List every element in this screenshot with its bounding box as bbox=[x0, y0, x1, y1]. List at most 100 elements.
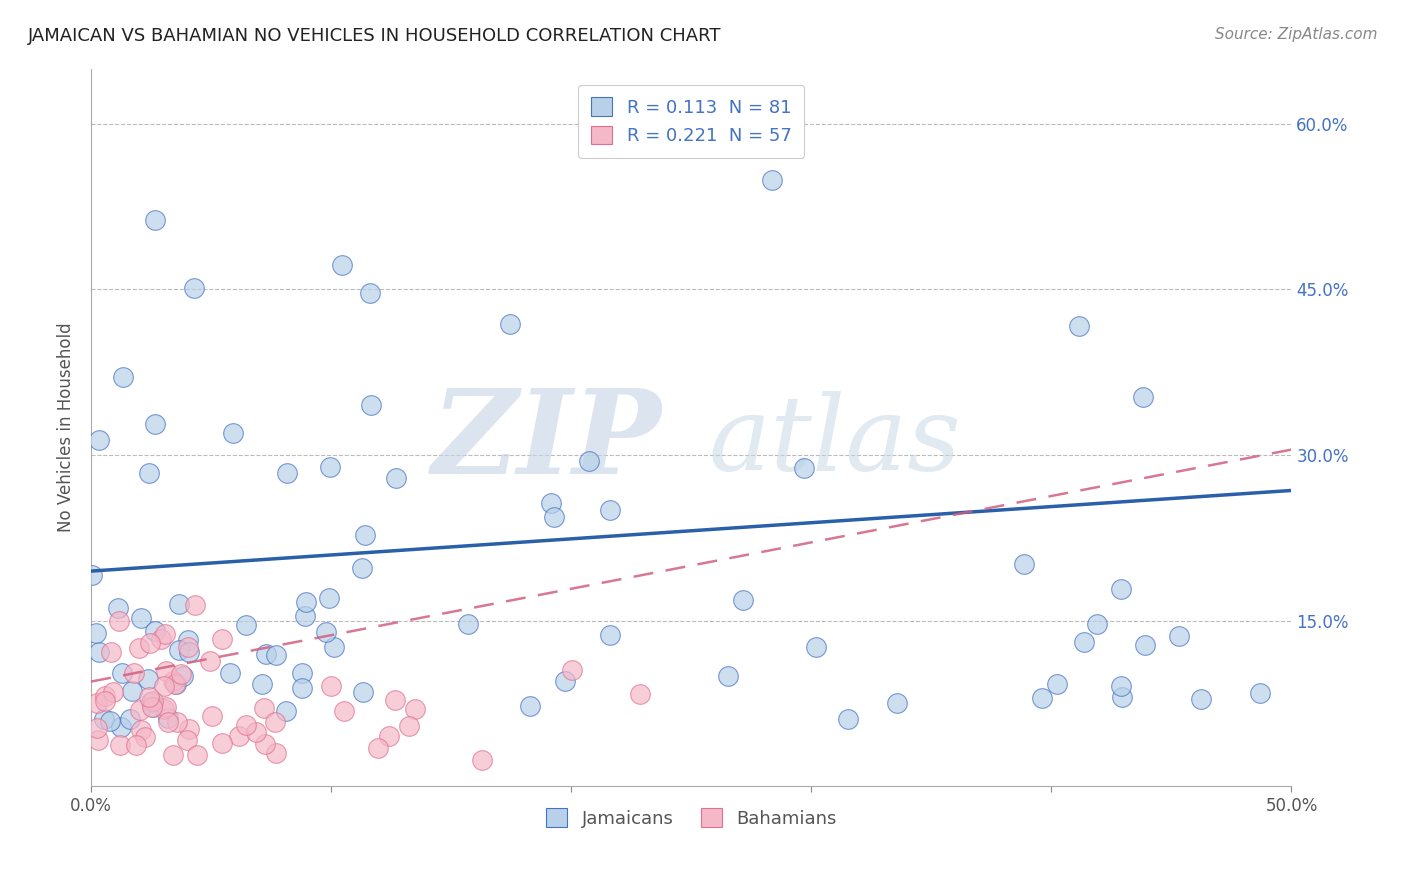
Jamaicans bbox=[165, 677, 187, 691]
Bahamians bbox=[128, 640, 150, 655]
Jamaicans bbox=[1111, 690, 1133, 704]
Jamaicans bbox=[183, 281, 205, 295]
Bahamians bbox=[253, 700, 276, 714]
Jamaicans bbox=[359, 285, 381, 300]
Jamaicans bbox=[118, 712, 141, 726]
Bahamians bbox=[319, 679, 342, 693]
Bahamians bbox=[141, 699, 163, 714]
Bahamians bbox=[266, 746, 288, 760]
Jamaicans bbox=[138, 467, 160, 481]
Jamaicans bbox=[599, 628, 621, 642]
Bahamians bbox=[124, 666, 146, 681]
Bahamians bbox=[228, 729, 250, 743]
Bahamians bbox=[211, 632, 233, 646]
Bahamians bbox=[184, 598, 207, 612]
Bahamians bbox=[170, 666, 193, 681]
Jamaicans bbox=[111, 665, 134, 680]
Bahamians bbox=[200, 709, 222, 723]
Bahamians bbox=[139, 636, 162, 650]
Jamaicans bbox=[291, 681, 314, 695]
Y-axis label: No Vehicles in Household: No Vehicles in Household bbox=[58, 323, 75, 533]
Jamaicans bbox=[1109, 582, 1132, 597]
Jamaicans bbox=[219, 666, 242, 681]
Jamaicans bbox=[540, 496, 562, 510]
Jamaicans bbox=[121, 683, 143, 698]
Jamaicans bbox=[1073, 635, 1095, 649]
Jamaicans bbox=[499, 317, 522, 331]
Bahamians bbox=[124, 739, 146, 753]
Jamaicans bbox=[107, 600, 129, 615]
Bahamians bbox=[211, 736, 233, 750]
Legend: Jamaicans, Bahamians: Jamaicans, Bahamians bbox=[538, 801, 845, 835]
Bahamians bbox=[129, 723, 152, 738]
Jamaicans bbox=[717, 669, 740, 683]
Bahamians bbox=[398, 719, 420, 733]
Bahamians bbox=[333, 705, 356, 719]
Bahamians bbox=[153, 626, 176, 640]
Text: JAMAICAN VS BAHAMIAN NO VEHICLES IN HOUSEHOLD CORRELATION CHART: JAMAICAN VS BAHAMIAN NO VEHICLES IN HOUS… bbox=[28, 27, 721, 45]
Bahamians bbox=[384, 693, 406, 707]
Jamaicans bbox=[143, 213, 166, 227]
Bahamians bbox=[245, 725, 267, 739]
Jamaicans bbox=[578, 454, 600, 468]
Bahamians bbox=[94, 689, 117, 703]
Text: atlas: atlas bbox=[709, 391, 962, 492]
Jamaicans bbox=[157, 711, 180, 725]
Bahamians bbox=[254, 737, 277, 751]
Jamaicans bbox=[519, 698, 541, 713]
Bahamians bbox=[177, 640, 200, 654]
Jamaicans bbox=[599, 503, 621, 517]
Bahamians bbox=[561, 664, 583, 678]
Jamaicans bbox=[136, 672, 159, 686]
Jamaicans bbox=[87, 644, 110, 658]
Bahamians bbox=[166, 715, 188, 730]
Jamaicans bbox=[294, 609, 316, 624]
Jamaicans bbox=[806, 640, 828, 655]
Bahamians bbox=[134, 730, 156, 744]
Bahamians bbox=[186, 747, 208, 762]
Jamaicans bbox=[254, 647, 277, 661]
Jamaicans bbox=[353, 684, 375, 698]
Jamaicans bbox=[318, 459, 340, 474]
Bahamians bbox=[128, 703, 150, 717]
Bahamians bbox=[367, 740, 389, 755]
Jamaicans bbox=[1014, 557, 1036, 571]
Jamaicans bbox=[1031, 691, 1053, 706]
Jamaicans bbox=[172, 668, 194, 682]
Jamaicans bbox=[1189, 692, 1212, 706]
Bahamians bbox=[86, 696, 108, 710]
Bahamians bbox=[107, 614, 129, 628]
Jamaicans bbox=[139, 695, 162, 709]
Bahamians bbox=[152, 701, 174, 715]
Jamaicans bbox=[291, 665, 314, 680]
Jamaicans bbox=[235, 617, 257, 632]
Jamaicans bbox=[793, 461, 815, 475]
Jamaicans bbox=[93, 712, 115, 726]
Jamaicans bbox=[352, 561, 374, 575]
Text: ZIP: ZIP bbox=[432, 384, 662, 500]
Jamaicans bbox=[384, 471, 406, 485]
Jamaicans bbox=[274, 704, 297, 718]
Jamaicans bbox=[318, 591, 340, 605]
Jamaicans bbox=[112, 370, 135, 384]
Jamaicans bbox=[129, 610, 152, 624]
Jamaicans bbox=[315, 625, 337, 640]
Jamaicans bbox=[143, 417, 166, 431]
Jamaicans bbox=[89, 433, 111, 447]
Jamaicans bbox=[1067, 319, 1090, 334]
Bahamians bbox=[142, 694, 165, 708]
Jamaicans bbox=[554, 674, 576, 689]
Bahamians bbox=[162, 748, 184, 763]
Jamaicans bbox=[322, 640, 344, 654]
Jamaicans bbox=[264, 648, 287, 663]
Jamaicans bbox=[84, 625, 107, 640]
Jamaicans bbox=[457, 616, 479, 631]
Bahamians bbox=[86, 733, 108, 747]
Jamaicans bbox=[761, 173, 783, 187]
Bahamians bbox=[155, 665, 177, 679]
Bahamians bbox=[155, 699, 177, 714]
Jamaicans bbox=[1135, 638, 1157, 652]
Jamaicans bbox=[1132, 390, 1154, 404]
Bahamians bbox=[101, 685, 124, 699]
Bahamians bbox=[404, 702, 426, 716]
